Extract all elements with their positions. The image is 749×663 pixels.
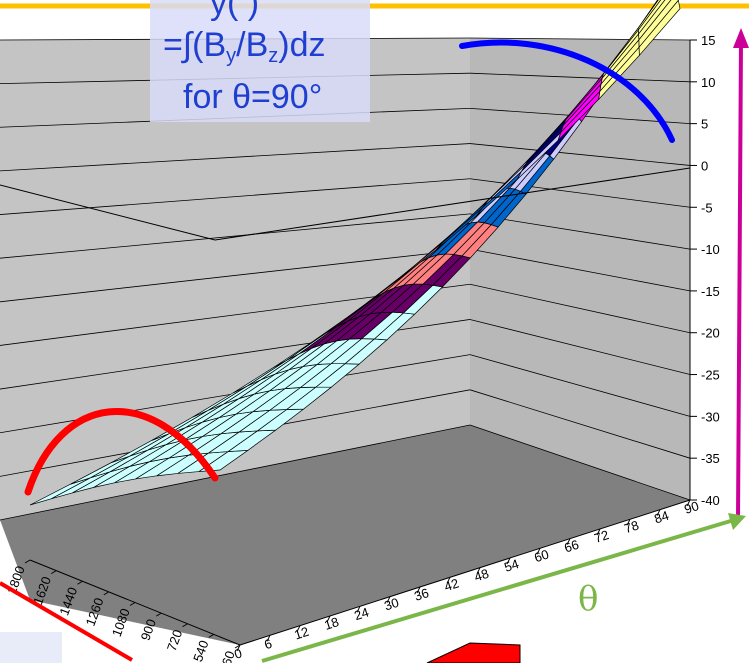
theta-tick [536, 548, 541, 555]
z-arrow-line [736, 41, 743, 521]
depth-tick [208, 633, 215, 638]
red-arc [24, 408, 219, 496]
theta-tick-label: 54 [502, 556, 520, 575]
z-tick-label: -15 [701, 284, 720, 299]
gridline-right [469, 72, 691, 83]
theta-axis-line [239, 499, 691, 646]
depth-tick [155, 612, 162, 617]
theta-tick-label: 0 [232, 645, 244, 662]
theta-tick [596, 528, 601, 536]
gridline-right [469, 319, 691, 375]
floor [0, 425, 690, 645]
theta-tick-label: 24 [352, 604, 370, 623]
theta-tick-label: 78 [622, 517, 640, 536]
depth-tick [182, 623, 188, 628]
theta-tick-label: 36 [412, 585, 430, 604]
gridline-right [469, 143, 691, 166]
z-tick-label: -20 [701, 326, 720, 341]
theta-tick [626, 519, 631, 526]
theta-arrow-line [261, 518, 735, 663]
theta-tick [326, 615, 331, 623]
depth-tick-label: 720 [164, 628, 186, 654]
surface-mesh [29, 0, 681, 506]
theta-tick [386, 596, 391, 603]
theta-tick-label: 66 [562, 537, 580, 556]
zero-plane-line [0, 184, 216, 241]
theta-tick [656, 509, 661, 516]
theta-tick-label: 90 [682, 498, 700, 517]
gridline-right [469, 283, 691, 334]
depth-arrow-line [0, 581, 134, 662]
theta-label: θ [578, 579, 598, 619]
formula-box [150, 0, 370, 122]
theta-tick-label: 72 [592, 527, 610, 546]
gridline-right [469, 213, 691, 250]
formula-line-1: =∫(By/Bz)dz [163, 26, 326, 67]
right-wall [470, 38, 690, 500]
theta-tick-label: 48 [472, 566, 490, 585]
theta-tick-label: 18 [322, 614, 340, 633]
back-wall [0, 38, 470, 520]
z-tick-label: -35 [701, 451, 720, 466]
gridline-back [0, 213, 471, 259]
gridline-right [469, 389, 691, 459]
z-tick-label: 5 [701, 117, 708, 132]
theta-tick [356, 606, 361, 613]
depth-tick [234, 644, 241, 649]
gridline-back [0, 424, 471, 521]
depth-tick-label: 900 [138, 617, 160, 643]
gridline-back [0, 178, 471, 215]
z-tick-label: -10 [701, 242, 720, 257]
red-box-fragment [426, 642, 521, 663]
theta-tick [506, 557, 511, 565]
theta-tick-label: 12 [292, 624, 310, 643]
gridline-back [0, 143, 471, 172]
z-tick-label: 15 [701, 33, 715, 48]
z-tick-label: 0 [701, 158, 708, 173]
theta-tick-label: 42 [442, 575, 460, 594]
zero-plane-line-2 [214, 167, 691, 241]
depth-tick [129, 602, 136, 606]
gridline-back [0, 248, 471, 303]
theta-tick [566, 538, 571, 545]
theta-tick-label: 6 [262, 636, 274, 653]
theta-tick-label: 30 [382, 595, 400, 614]
formula-top-fragment: y( ) [210, 0, 259, 22]
depth-tick-label: 540 [190, 638, 212, 663]
formula-line-2: for θ=90° [183, 78, 322, 116]
depth-tick [103, 591, 110, 596]
theta-tick [416, 586, 421, 594]
depth-tick [24, 559, 31, 564]
theta-tick [686, 499, 691, 507]
depth-tick [77, 580, 83, 585]
theta-tick [476, 567, 481, 574]
gridline-right [469, 354, 691, 417]
theta-tick [296, 625, 301, 632]
theta-tick [236, 644, 241, 652]
z-tick-label: -5 [701, 200, 713, 215]
theta-tick-label: 84 [652, 508, 670, 527]
blue-arc [459, 39, 675, 143]
theta-tick [446, 577, 451, 584]
z-tick-label: -30 [701, 409, 720, 424]
gridline-right [469, 248, 691, 292]
z-arrow-head [733, 28, 749, 48]
depth-tick [50, 570, 57, 575]
corner-grid-pattern [0, 632, 62, 663]
theta-arrow-head [728, 513, 746, 530]
z-tick-label: -40 [701, 493, 720, 508]
gridline-right [469, 424, 691, 501]
wall-gridlines [0, 37, 691, 521]
theta-tick-label: 60 [532, 546, 550, 565]
z-tick-label: -25 [701, 368, 720, 383]
z-tick-label: 10 [701, 75, 715, 90]
depth-tick-label: 360 [216, 649, 238, 663]
surface-cell [638, 0, 681, 57]
theta-tick [266, 635, 271, 642]
